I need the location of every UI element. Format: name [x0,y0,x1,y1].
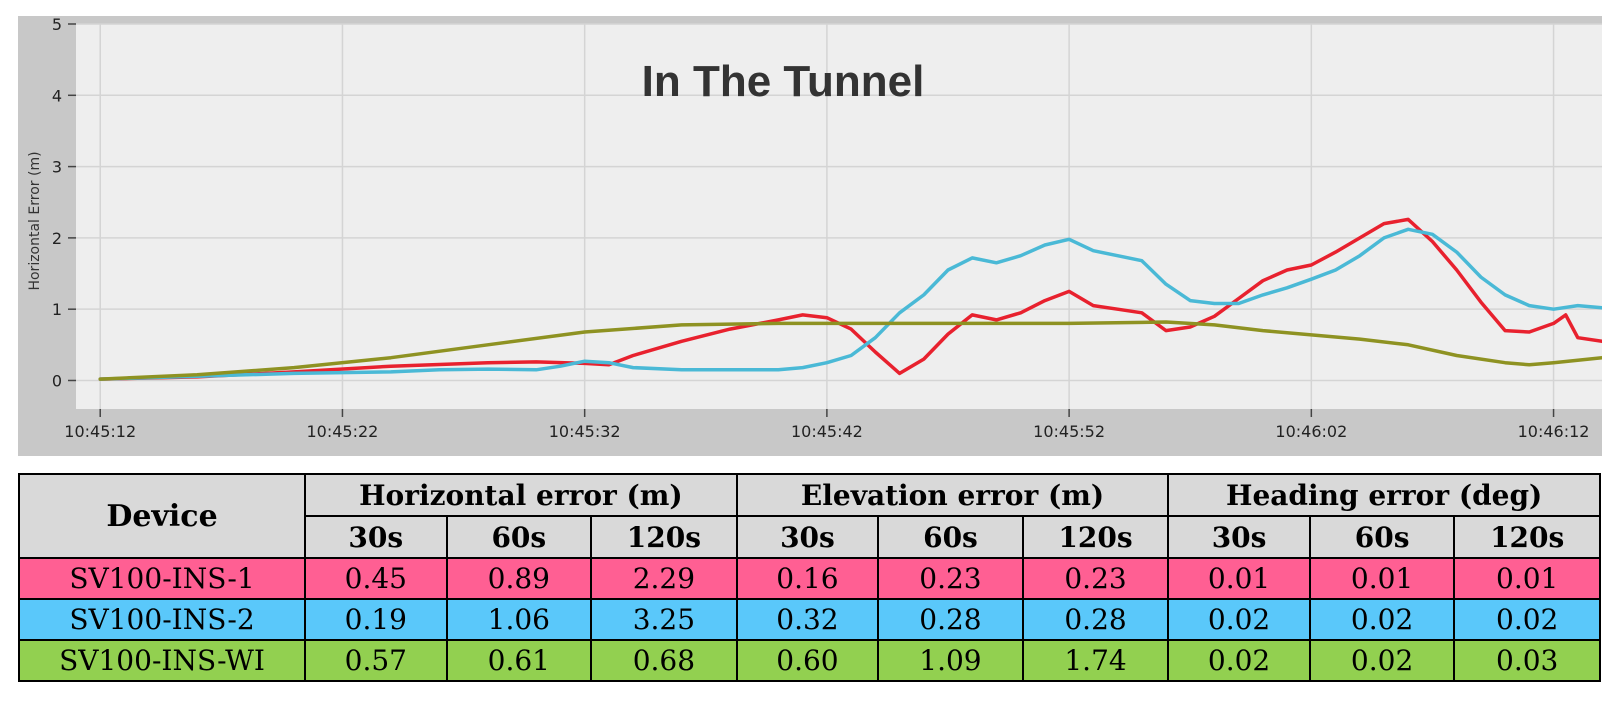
x-tick-label: 10:45:32 [549,422,621,441]
value-cell: 0.68 [590,639,738,682]
value-cell: 0.60 [735,639,880,682]
y-tick-label: 1 [52,300,62,319]
value-cell: 0.32 [735,598,880,641]
value-cell: 1.06 [445,598,593,641]
subheader-cell: 60s [445,515,593,559]
value-cell: 0.28 [1021,598,1170,641]
value-cell: 2.29 [590,557,738,600]
value-cell: 0.01 [1453,557,1601,600]
group-header-elevation: Elevation error (m) [735,473,1170,517]
x-tick-label: 10:45:42 [791,422,863,441]
plot-area [76,24,1602,409]
y-tick-label: 4 [52,86,62,105]
device-cell: SV100-INS-1 [17,557,307,600]
value-cell: 0.01 [1308,557,1456,600]
group-header-horizontal: Horizontal error (m) [304,473,738,517]
group-header-heading: Heading error (deg) [1167,473,1601,517]
x-tick-label: 10:45:52 [1033,422,1105,441]
subheader-cell: 30s [304,515,448,559]
x-tick-label: 10:46:12 [1518,422,1590,441]
value-cell: 0.01 [1167,557,1311,600]
subheader-cell: 60s [1308,515,1456,559]
x-tick-label: 10:45:12 [64,422,136,441]
table-row: SV100-INS-1 0.45 0.89 2.29 0.16 0.23 0.23 0.01 0… [17,557,1601,600]
y-axis: 0 1 2 3 4 5 [52,16,76,390]
y-tick-label: 2 [52,229,62,248]
x-tick-label: 10:45:22 [307,422,379,441]
value-cell: 0.89 [445,557,593,600]
value-cell: 0.03 [1453,639,1601,682]
value-cell: 0.23 [1021,557,1170,600]
device-cell: SV100-INS-2 [17,598,307,641]
subheader-cell: 120s [1453,515,1601,559]
value-cell: 0.57 [304,639,448,682]
value-cell: 0.02 [1308,598,1456,641]
subheader-cell: 120s [590,515,738,559]
subheader-cell: 30s [1167,515,1311,559]
x-axis: 10:45:12 10:45:22 10:45:32 10:45:42 10:45:52… [64,409,1589,441]
series-line-ins-wi [98,320,1602,381]
value-cell: 0.02 [1167,639,1311,682]
value-cell: 0.16 [735,557,880,600]
results-table: Device Horizontal error (m) Elevation er… [17,473,1601,682]
x-tick-label: 10:46:02 [1275,422,1347,441]
value-cell: 0.19 [304,598,448,641]
value-cell: 0.02 [1453,598,1601,641]
value-cell: 0.23 [877,557,1024,600]
value-cell: 1.09 [877,639,1024,682]
value-cell: 0.61 [445,639,593,682]
table-subheader-row: 30s 60s 120s 30s 60s 120s 30s 60s 120s [19,515,1601,559]
subheader-cell: 30s [735,515,880,559]
device-cell: SV100-INS-WI [17,639,307,682]
table-row: SV100-INS-2 0.19 1.06 3.25 0.32 0.28 0.28 0.02 0… [17,598,1601,641]
value-cell: 3.25 [590,598,738,641]
subheader-cell: 60s [877,515,1024,559]
y-tick-label: 5 [52,16,62,34]
y-tick-label: 3 [52,158,62,177]
y-tick-label: 0 [52,371,62,390]
value-cell: 0.02 [1308,639,1456,682]
value-cell: 0.45 [304,557,448,600]
device-header: Device [17,473,307,559]
y-axis-label: Horizontal Error (m) [27,151,43,290]
subheader-cell: 120s [1021,515,1170,559]
results-table-panel: Device Horizontal error (m) Elevation er… [17,473,1601,682]
value-cell: 1.74 [1021,639,1170,682]
grid [76,23,1602,409]
series-group [98,217,1602,381]
table-body: SV100-INS-1 0.45 0.89 2.29 0.16 0.23 0.23 0.01 0… [17,557,1601,682]
table-row: SV100-INS-WI 0.57 0.61 0.68 0.60 1.09 1.74 0.02… [17,639,1601,682]
value-cell: 0.02 [1167,598,1311,641]
series-line-ins-1 [98,217,1602,381]
table-group-header-row: Device Horizontal error (m) Elevation er… [17,473,1601,559]
series-line-ins-2 [98,227,1602,381]
chart-title: In The Tunnel [642,57,925,106]
value-cell: 0.28 [877,598,1024,641]
